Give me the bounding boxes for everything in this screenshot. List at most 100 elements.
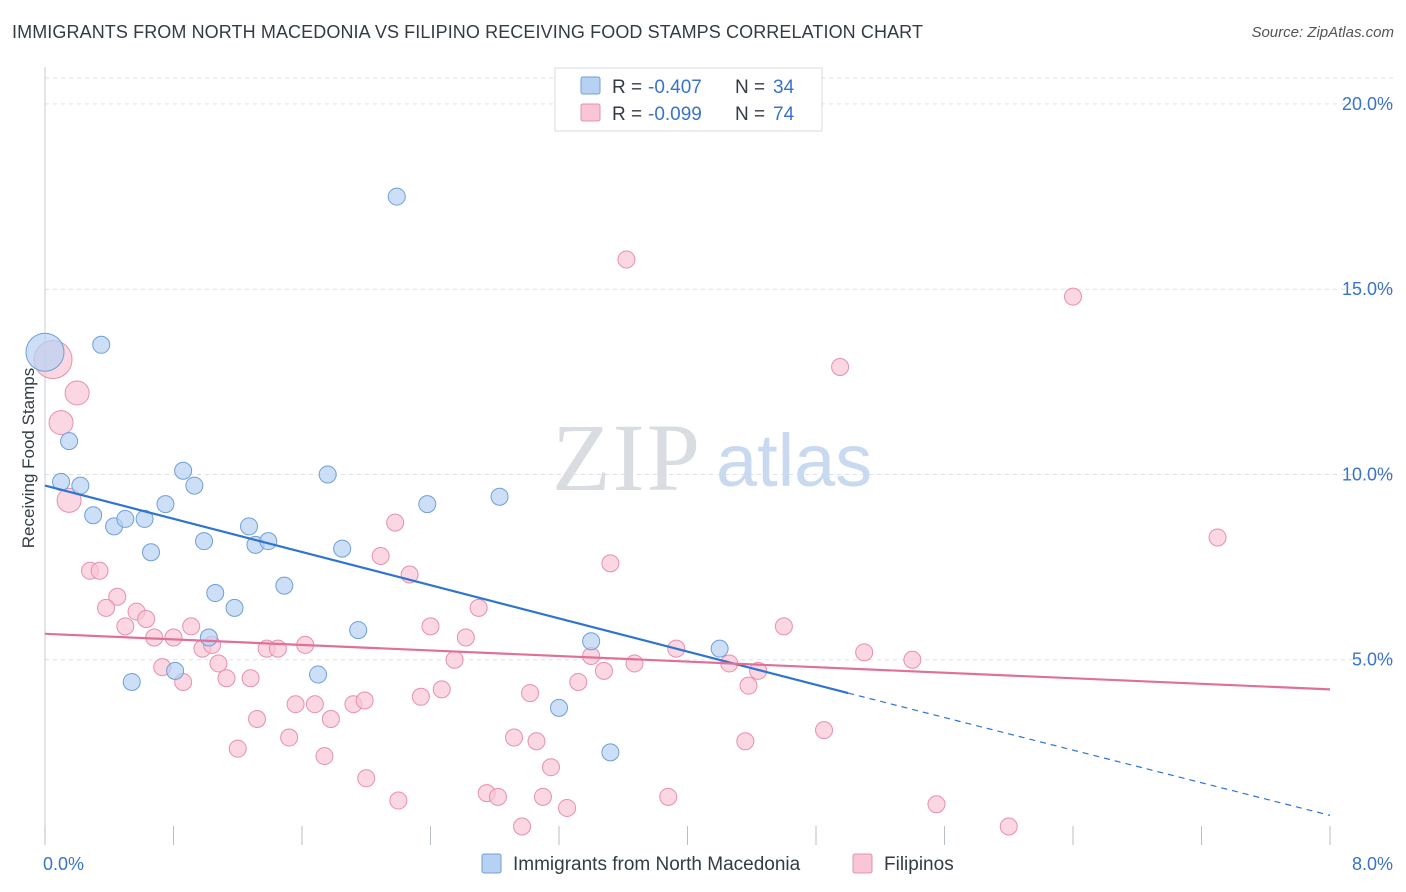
filipinos-point <box>421 617 440 636</box>
filipinos-point <box>1208 528 1227 547</box>
filipinos-point <box>815 721 834 740</box>
north-macedonia-point <box>92 335 111 354</box>
north-macedonia-point <box>122 672 141 691</box>
filipinos-point <box>411 687 430 706</box>
filipinos-point <box>97 598 116 617</box>
north-macedonia-point <box>582 632 601 651</box>
legend-item-north-macedonia[interactable]: Immigrants from North Macedonia <box>481 853 801 875</box>
filipinos-point <box>355 691 374 710</box>
filipinos-point <box>280 728 299 747</box>
north-macedonia-point <box>309 665 328 684</box>
north-macedonia-point <box>418 495 437 514</box>
stats-swatch-pink <box>580 103 601 122</box>
y-tick-label: 10.0% <box>1342 464 1393 484</box>
filipinos-point <box>108 587 127 606</box>
grid-lines <box>45 77 1395 661</box>
y-tick-label: 15.0% <box>1342 279 1393 299</box>
stats-n-value-2: 74 <box>773 104 795 125</box>
trend-line-north-macedonia <box>44 484 849 695</box>
filipinos-point <box>521 684 540 703</box>
north-macedonia-point <box>333 539 352 558</box>
legend: Immigrants from North Macedonia Filipino… <box>481 853 954 875</box>
north-macedonia-point <box>239 517 258 536</box>
filipinos-point <box>241 669 260 688</box>
north-macedonia-point <box>142 543 161 562</box>
north-macedonia-point <box>25 332 65 372</box>
filipinos-point <box>527 732 546 751</box>
y-axis-label: Receiving Food Stamps <box>19 368 38 548</box>
filipinos-point <box>386 513 405 532</box>
series-filipinos <box>33 250 1227 836</box>
north-macedonia-point <box>84 506 103 525</box>
filipinos-point <box>445 650 464 669</box>
filipinos-point <box>357 769 376 788</box>
stats-swatch-blue <box>580 76 601 95</box>
filipinos-point <box>594 661 613 680</box>
north-macedonia-point <box>710 639 729 658</box>
stats-row-2: R = -0.099 N = 74 <box>612 104 795 125</box>
filipinos-point <box>432 680 451 699</box>
filipinos-point <box>456 628 475 647</box>
x-tick-label: 0.0% <box>43 854 84 874</box>
north-macedonia-point <box>156 495 175 514</box>
legend-swatch-blue <box>481 853 502 874</box>
legend-item-filipinos[interactable]: Filipinos <box>852 853 954 875</box>
filipinos-point <box>209 654 228 673</box>
legend-label-filipinos: Filipinos <box>884 854 954 875</box>
y-tick-label: 20.0% <box>1342 94 1393 114</box>
stats-n-label-1: N = <box>735 77 770 98</box>
filipinos-point <box>999 817 1018 836</box>
filipinos-point <box>389 791 408 810</box>
filipinos-point <box>558 798 577 817</box>
north-macedonia-point <box>601 743 620 762</box>
stats-n-label-2: N = <box>735 104 770 125</box>
filipinos-point <box>601 554 620 573</box>
filipinos-point <box>315 747 334 766</box>
filipinos-point <box>625 654 644 673</box>
north-macedonia-point <box>195 532 214 551</box>
trend-lines <box>44 484 1331 816</box>
north-macedonia-point <box>275 576 294 595</box>
north-macedonia-point <box>225 598 244 617</box>
filipinos-point <box>659 787 678 806</box>
north-macedonia-point <box>174 461 193 480</box>
north-macedonia-point <box>116 509 135 528</box>
filipinos-point <box>927 795 946 814</box>
legend-swatch-pink <box>852 853 873 874</box>
stats-r-label-2: R = <box>612 104 647 125</box>
stats-n-value-1: 34 <box>773 77 795 98</box>
north-macedonia-point <box>206 584 225 603</box>
filipinos-point <box>286 695 305 714</box>
filipinos-point <box>48 410 74 436</box>
north-macedonia-point <box>60 432 79 451</box>
north-macedonia-point <box>71 476 90 495</box>
stats-r-label-1: R = <box>612 77 647 98</box>
filipinos-point <box>831 358 850 377</box>
trend-line-north-macedonia-extension <box>847 692 1331 816</box>
filipinos-point <box>305 695 324 714</box>
stats-r-value-1: -0.407 <box>648 77 702 98</box>
filipinos-point <box>182 617 201 636</box>
watermark-zip: ZIP <box>552 404 702 511</box>
stats-box: R = -0.407 N = 34 R = -0.099 N = 74 <box>554 67 823 132</box>
north-macedonia-point <box>490 487 509 506</box>
chart-title: IMMIGRANTS FROM NORTH MACEDONIA VS FILIP… <box>12 22 924 42</box>
filipinos-point <box>90 561 109 580</box>
north-macedonia-point <box>185 476 204 495</box>
north-macedonia-point <box>349 621 368 640</box>
axes: 5.0% 10.0% 15.0% 20.0% 0.0% 8.0% <box>43 67 1393 874</box>
filipinos-point <box>903 650 922 669</box>
filipinos-point <box>855 643 874 662</box>
filipinos-point <box>64 380 90 406</box>
north-macedonia-point <box>387 187 406 206</box>
filipinos-point <box>541 758 560 777</box>
north-macedonia-point <box>318 465 337 484</box>
filipinos-point <box>164 628 183 647</box>
filipinos-point <box>469 598 488 617</box>
north-macedonia-point <box>199 628 218 647</box>
filipinos-point <box>488 787 507 806</box>
y-tick-label: 5.0% <box>1352 650 1393 670</box>
filipinos-point <box>513 817 532 836</box>
filipinos-point <box>321 710 340 729</box>
